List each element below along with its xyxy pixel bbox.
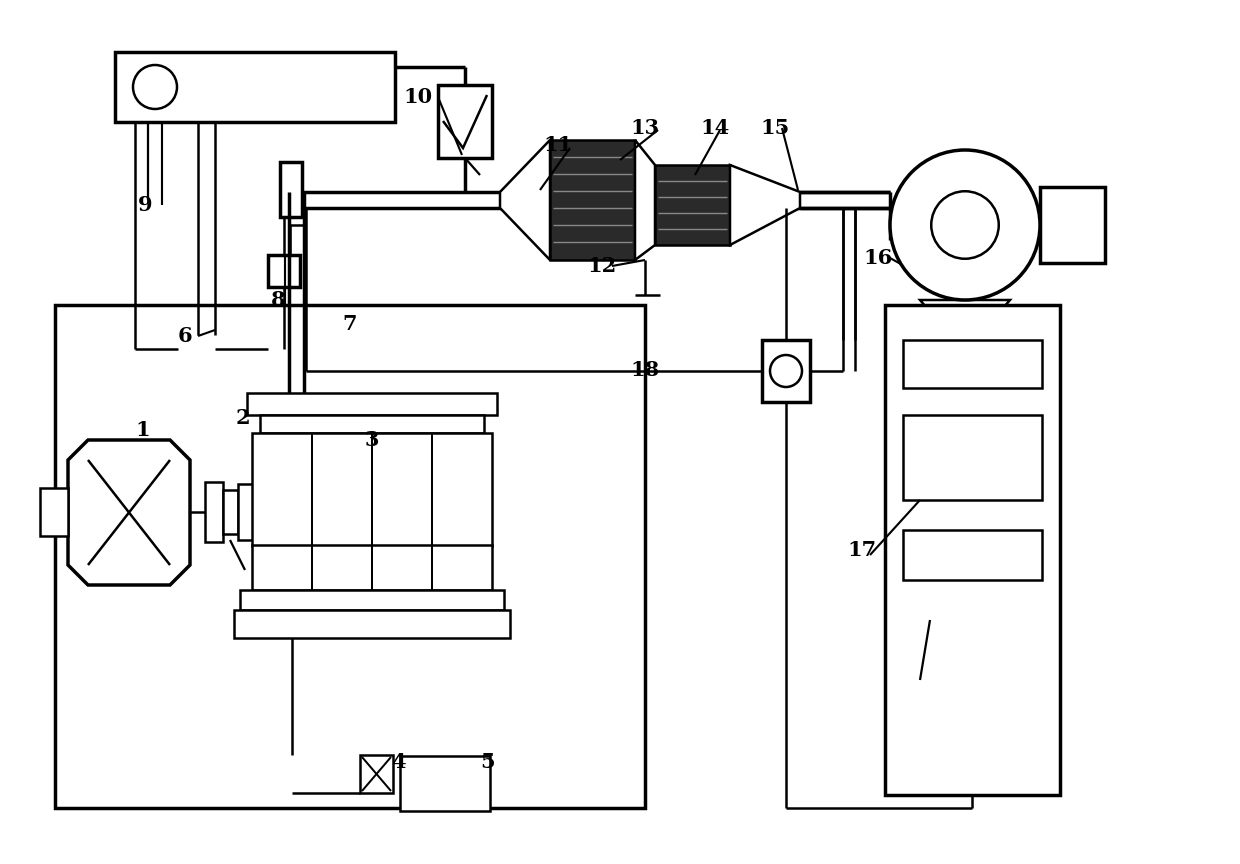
Bar [241, 590, 503, 610]
Text: 15: 15 [760, 118, 790, 138]
Text: 16: 16 [863, 248, 893, 268]
Bar [655, 165, 730, 245]
Text: 4: 4 [391, 752, 405, 772]
Bar [260, 415, 484, 433]
Text: 3: 3 [365, 430, 379, 450]
Text: 8: 8 [270, 290, 285, 310]
Bar [763, 340, 810, 402]
Text: 9: 9 [138, 195, 153, 215]
Bar [234, 610, 510, 638]
Bar [401, 756, 490, 811]
Circle shape [770, 355, 802, 387]
Text: 14: 14 [701, 118, 729, 138]
Text: 13: 13 [630, 118, 660, 138]
Polygon shape [68, 440, 190, 585]
Polygon shape [730, 165, 800, 245]
Circle shape [931, 191, 998, 258]
Bar [1040, 187, 1105, 263]
Circle shape [890, 150, 1040, 300]
Text: 12: 12 [588, 256, 616, 276]
Bar [885, 305, 1060, 795]
Bar [903, 530, 1042, 580]
Text: 2: 2 [236, 408, 250, 428]
Polygon shape [500, 140, 551, 260]
Bar [247, 393, 497, 415]
Text: 10: 10 [403, 87, 433, 107]
Bar [903, 340, 1042, 388]
Bar [252, 433, 492, 546]
Polygon shape [635, 140, 655, 260]
Bar [179, 330, 215, 368]
Text: 11: 11 [543, 135, 573, 155]
Bar [115, 52, 396, 122]
Bar [360, 755, 393, 793]
Bar [280, 162, 303, 217]
Bar [438, 85, 492, 158]
Bar [268, 255, 300, 287]
Bar [551, 140, 635, 260]
Bar [55, 305, 645, 808]
Text: 5: 5 [481, 752, 495, 772]
Text: 18: 18 [630, 360, 660, 380]
Text: 1: 1 [135, 420, 150, 440]
Circle shape [133, 65, 177, 109]
Bar [238, 484, 255, 540]
Bar [40, 488, 68, 536]
Text: 7: 7 [342, 314, 357, 334]
Text: 17: 17 [847, 540, 877, 560]
Bar [223, 490, 238, 534]
Bar [205, 482, 223, 542]
Polygon shape [920, 300, 1011, 353]
Bar [252, 545, 492, 590]
Text: 6: 6 [177, 326, 192, 346]
Bar [903, 415, 1042, 500]
